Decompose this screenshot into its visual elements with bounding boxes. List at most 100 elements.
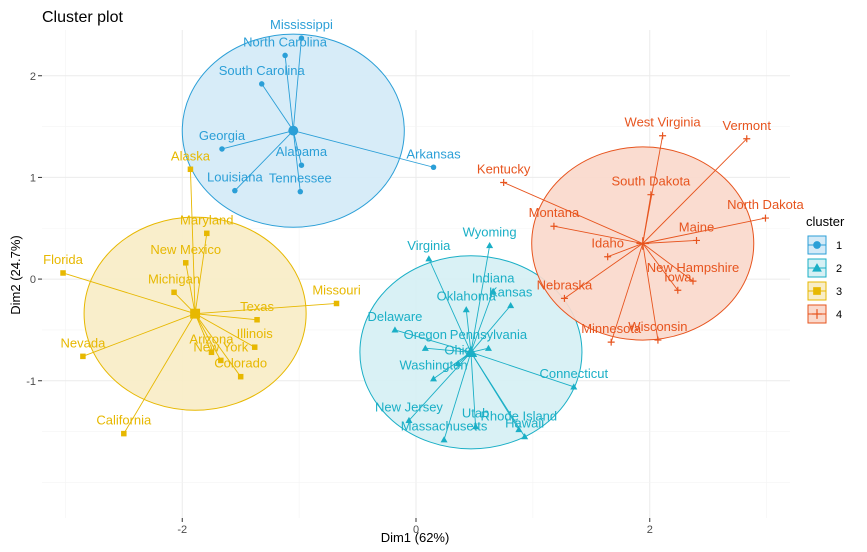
legend: cluster 1 2 3 4	[806, 214, 845, 324]
label-florida: Florida	[43, 252, 84, 267]
point-iowa	[674, 286, 682, 294]
point-ohio	[454, 359, 462, 367]
legend-label: 2	[836, 263, 842, 275]
label-new-hampshire: New Hampshire	[647, 260, 739, 275]
point-south-carolina	[258, 81, 265, 87]
label-rhode-island: Rhode Island	[481, 409, 558, 424]
spoke-virginia	[428, 258, 472, 353]
legend-marker	[813, 287, 821, 295]
spoke-texas	[195, 313, 258, 321]
label-north-carolina: North Carolina	[243, 34, 328, 49]
point-washington	[430, 375, 438, 382]
spoke-utah	[470, 352, 477, 427]
label-washington: Washington	[399, 358, 467, 373]
label-kansas: Kansas	[489, 285, 533, 300]
point-wyoming	[486, 242, 494, 249]
label-alaska: Alaska	[171, 148, 211, 163]
label-arkansas: Arkansas	[406, 146, 461, 161]
y-tick-label: 2	[30, 71, 36, 83]
legend-marker	[813, 241, 821, 249]
label-south-dakota: South Dakota	[612, 174, 692, 189]
point-nebraska	[560, 294, 568, 302]
label-nebraska: Nebraska	[537, 277, 593, 292]
label-maryland: Maryland	[180, 212, 233, 227]
spoke-north-dakota	[642, 217, 766, 244]
label-oregon: Oregon	[404, 327, 447, 342]
point-west-virginia	[659, 132, 667, 140]
label-missouri: Missouri	[312, 282, 361, 297]
label-maine: Maine	[679, 219, 714, 234]
label-mississippi: Mississippi	[270, 17, 333, 32]
spoke-new-hampshire	[642, 243, 694, 282]
label-new-jersey: New Jersey	[375, 399, 443, 414]
point-new-mexico	[183, 260, 189, 266]
spoke-delaware	[394, 329, 472, 353]
spoke-south-carolina	[261, 83, 294, 131]
label-connecticut: Connecticut	[539, 366, 608, 381]
spoke-oregon	[425, 347, 471, 353]
point-new-hampshire	[689, 277, 697, 285]
point-texas	[254, 317, 260, 323]
spoke-georgia	[221, 130, 294, 150]
spoke-minnesota	[610, 243, 644, 343]
label-louisiana: Louisiana	[207, 170, 263, 185]
spoke-montana	[553, 225, 643, 244]
spoke-maine	[642, 240, 697, 244]
x-tick-label: 2	[647, 524, 653, 536]
spoke-oklahoma	[465, 309, 472, 353]
point-south-dakota	[647, 191, 655, 199]
spoke-alabama	[292, 130, 302, 166]
point-colorado	[237, 373, 244, 380]
point-maryland	[204, 230, 210, 237]
label-michigan: Michigan	[148, 271, 200, 286]
spoke-florida	[62, 272, 196, 315]
legend-item-3: 3	[807, 281, 842, 301]
label-minnesota: Minnesota	[581, 321, 642, 336]
spoke-kansas	[470, 305, 512, 353]
spoke-tennessee	[292, 130, 301, 192]
point-nevada	[80, 353, 86, 360]
label-georgia: Georgia	[199, 128, 246, 143]
point-arizona	[208, 349, 215, 356]
label-virginia: Virginia	[407, 238, 451, 253]
label-massachusetts: Massachusetts	[401, 419, 488, 434]
point-alabama	[298, 162, 305, 168]
label-hawaii: Hawaii	[505, 416, 544, 431]
label-texas: Texas	[240, 299, 274, 314]
point-massachusetts	[440, 436, 448, 443]
cluster-1-center	[288, 125, 299, 136]
legend-item-4: 4	[807, 304, 842, 324]
y-axis-title: Dim2 (24.7%)	[8, 235, 23, 314]
point-louisiana	[232, 187, 238, 194]
label-wisconsin: Wisconsin	[628, 319, 687, 334]
spoke-nebraska	[564, 243, 643, 299]
point-rhode-island	[515, 426, 523, 433]
point-indiana	[489, 287, 497, 294]
spoke-nevada	[82, 313, 196, 357]
y-tick-label: -1	[26, 376, 36, 388]
legend-marker	[812, 263, 822, 272]
spoke-wyoming	[470, 245, 491, 353]
spoke-louisiana	[234, 130, 294, 191]
spoke-alaska	[189, 169, 196, 314]
spoke-connecticut	[470, 351, 574, 388]
label-ohio: Ohio	[444, 342, 471, 357]
point-oregon	[421, 344, 429, 351]
spoke-illinois	[194, 313, 255, 348]
point-utah	[472, 423, 480, 430]
spoke-mississippi	[292, 38, 302, 131]
cluster-4-center	[636, 237, 650, 250]
point-pennsylvania	[484, 344, 492, 351]
spoke-wisconsin	[642, 243, 659, 341]
spoke-south-dakota	[642, 194, 652, 244]
point-maine	[693, 236, 700, 244]
label-montana: Montana	[529, 205, 580, 220]
chart-title: Cluster plot	[42, 9, 123, 26]
point-florida	[60, 270, 66, 276]
point-virginia	[425, 255, 433, 262]
x-axis-title: Dim1 (62%)	[381, 530, 450, 545]
spoke-arizona	[194, 313, 212, 353]
label-colorado: Colorado	[214, 356, 267, 371]
label-new-york: New York	[193, 339, 248, 354]
spoke-arkansas	[293, 130, 434, 168]
